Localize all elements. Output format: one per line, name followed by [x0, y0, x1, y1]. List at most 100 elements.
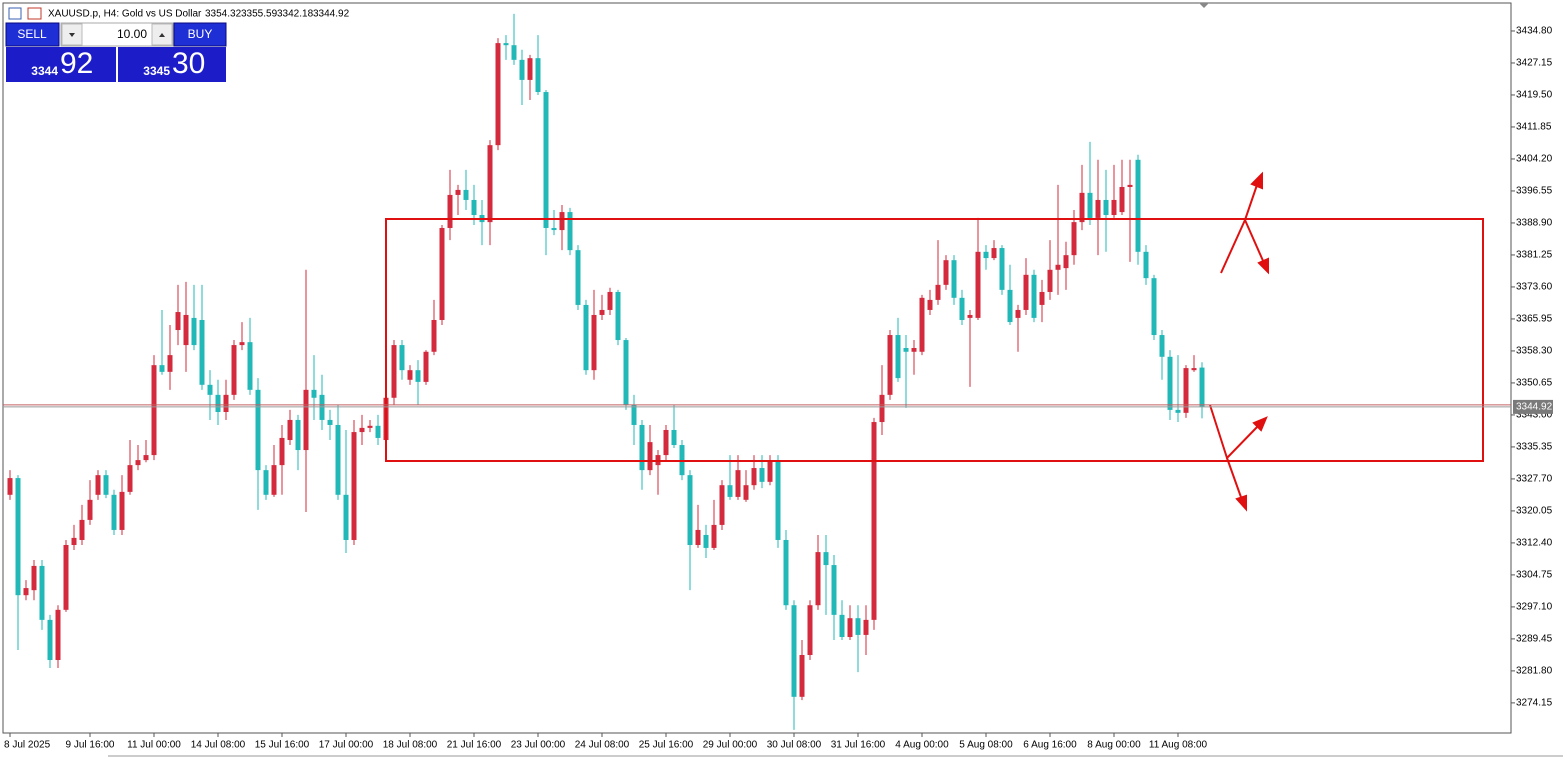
y-tick-label: 3297.10 [1516, 602, 1553, 613]
x-tick-label: 4 Aug 00:00 [895, 740, 949, 751]
candle-body [631, 404, 637, 425]
y-tick-label: 3373.60 [1516, 282, 1553, 293]
candle-body [239, 342, 245, 346]
y-tick-label: 3388.90 [1516, 218, 1553, 229]
candle-body [455, 189, 461, 195]
candle-body [503, 43, 509, 46]
candle-body [95, 475, 101, 495]
candle-body [351, 432, 357, 540]
candle-body [1047, 269, 1053, 292]
candle-body [119, 491, 125, 530]
candle-body [983, 251, 989, 259]
candle-body [847, 618, 853, 638]
candle-body [159, 365, 165, 372]
candle-body [975, 251, 981, 318]
up-arrow [159, 33, 165, 37]
candle-body [215, 394, 221, 412]
candle-body [551, 227, 557, 231]
candle-body [127, 465, 133, 492]
candle-body [39, 565, 45, 620]
y-tick-label: 3343.00 [1516, 410, 1553, 421]
bid-box[interactable] [6, 47, 116, 82]
candle-body [303, 389, 309, 451]
candle-body [855, 618, 861, 635]
x-tick-label: 15 Jul 16:00 [255, 740, 310, 751]
candle-body [359, 427, 365, 433]
candle-body [1071, 222, 1077, 256]
header-high: 3355.59 [241, 9, 278, 20]
candle-body [671, 429, 677, 446]
candle-body [447, 194, 453, 228]
candle-body [111, 494, 117, 530]
sell-button[interactable] [5, 22, 60, 47]
candle-body [791, 605, 797, 697]
candle-body [31, 565, 37, 591]
x-tick-label: 11 Aug 08:00 [1149, 740, 1208, 751]
y-tick-label: 3396.55 [1516, 186, 1553, 197]
candle-body [535, 58, 541, 93]
candle-body [919, 297, 925, 352]
chart-icon[interactable] [27, 7, 42, 20]
candle-body [1039, 291, 1045, 305]
volume-box[interactable] [60, 22, 174, 47]
x-tick-label: 5 Aug 08:00 [959, 740, 1013, 751]
price-label: 3344.92 [1516, 402, 1553, 413]
candle-body [167, 355, 173, 372]
y-tick-label: 3327.70 [1516, 474, 1553, 485]
buy-label: BUY [188, 27, 213, 41]
candle-body [927, 299, 933, 310]
candle-body [543, 92, 549, 228]
candle-body [895, 335, 901, 379]
candle-body [647, 442, 653, 471]
volume[interactable]: 10.00 [117, 27, 147, 41]
range-box [385, 218, 1484, 462]
y-tick-label: 3411.85 [1516, 122, 1552, 133]
y-tick-label: 3304.75 [1516, 570, 1553, 581]
candle-body [599, 309, 605, 315]
candle-body [71, 537, 77, 546]
candle-body [1191, 368, 1197, 371]
y-tick-label: 3312.40 [1516, 538, 1553, 549]
ask-box[interactable] [118, 47, 226, 82]
header-open: 3354.32 [205, 9, 242, 20]
candle-body [783, 539, 789, 606]
candle-body [703, 534, 709, 548]
candle-body [415, 370, 421, 382]
candle-body [591, 314, 597, 371]
candle-body [1095, 199, 1101, 218]
arrowhead [1252, 416, 1268, 432]
candle-body [743, 485, 749, 500]
candle-body [695, 529, 701, 546]
bid-minor: 92 [60, 47, 93, 80]
candle-body [527, 58, 533, 80]
candle-body [207, 384, 213, 395]
arrows [1209, 171, 1269, 512]
arrowhead [1235, 494, 1247, 512]
candle-body [287, 419, 293, 441]
x-tick-label: 6 Aug 16:00 [1023, 740, 1077, 751]
menu-icon[interactable] [8, 7, 22, 20]
candle-body [1079, 192, 1085, 223]
y-tick-label: 3419.50 [1516, 90, 1553, 101]
chart-title: XAUUSD.p, H4: Gold vs US Dollar [48, 9, 202, 20]
candle-body [247, 342, 253, 390]
candle-body [255, 389, 261, 471]
ask-minor: 30 [172, 47, 205, 80]
candle-body [959, 297, 965, 320]
candle-body [879, 394, 885, 423]
candle-body [407, 370, 413, 380]
candle-body [951, 260, 957, 298]
candle-body [1087, 192, 1093, 218]
candle-body [1167, 356, 1173, 410]
y-tick-label: 3335.35 [1516, 442, 1553, 453]
candle-body [567, 212, 573, 251]
buy-button[interactable] [173, 22, 227, 47]
header-low: 3342.18 [277, 9, 314, 20]
sell-label: SELL [17, 27, 47, 41]
arrow-down [1244, 219, 1265, 264]
candle-body [1151, 278, 1157, 336]
candle-body [815, 552, 821, 606]
candle-body [23, 588, 29, 596]
candle-body [511, 45, 517, 60]
